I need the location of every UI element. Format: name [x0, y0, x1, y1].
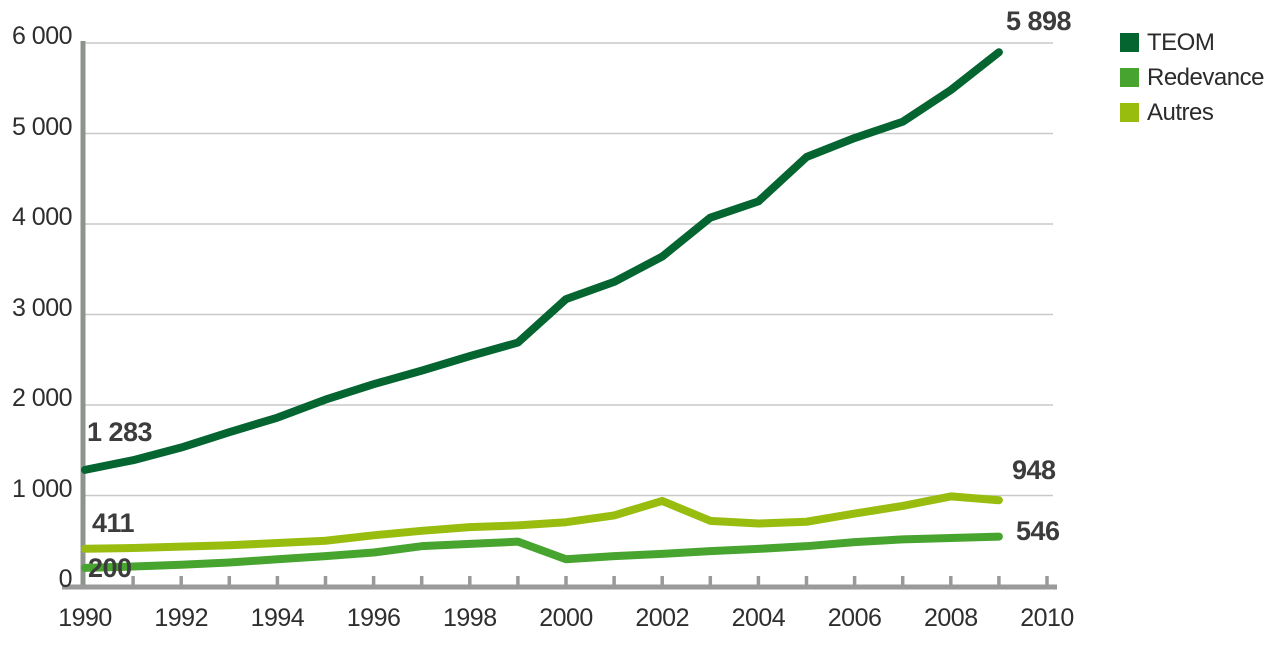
series-line-autres [81, 492, 1003, 553]
data-label-redevance-end: 546 [1016, 516, 1060, 546]
x-tick-label: 2000 [539, 604, 593, 632]
data-label-teom-end: 5 898 [1006, 6, 1072, 36]
legend-swatch-teom [1120, 33, 1139, 52]
x-tick-label: 1992 [154, 604, 208, 632]
y-tick-label: 5 000 [11, 112, 73, 141]
data-label-teom-start: 1 283 [87, 417, 153, 447]
legend: TEOM Redevance Autres [1120, 25, 1264, 130]
y-tick-label: 0 [58, 565, 73, 593]
legend-item-autres: Autres [1120, 95, 1264, 130]
x-axis-ticks [131, 576, 1049, 586]
y-tick-label: 3 000 [11, 293, 73, 322]
legend-label-teom: TEOM [1147, 29, 1215, 56]
x-tick-label: 1998 [442, 604, 497, 632]
legend-item-redevance: Redevance [1120, 60, 1264, 95]
x-tick-label: 1994 [250, 604, 305, 632]
x-tick-label: 1996 [346, 604, 401, 632]
legend-label-redevance: Redevance [1147, 64, 1264, 91]
legend-item-teom: TEOM [1120, 25, 1264, 60]
legend-swatch-redevance [1120, 68, 1139, 87]
y-tick-label: 1 000 [11, 474, 73, 503]
x-tick-label: 2006 [827, 604, 882, 632]
legend-label-autres: Autres [1147, 99, 1214, 126]
data-label-autres-end: 948 [1012, 455, 1056, 485]
x-tick-label: 2002 [635, 604, 689, 632]
series-line-teom [81, 48, 1003, 474]
gridlines [83, 42, 1053, 497]
y-tick-label: 4 000 [11, 203, 73, 231]
y-tick-label: 6 000 [11, 22, 73, 50]
x-tick-label: 2010 [1020, 604, 1074, 632]
series-line-redevance [81, 532, 1003, 572]
y-tick-label: 2 000 [11, 384, 73, 412]
x-tick-label: 2004 [731, 604, 786, 632]
legend-swatch-autres [1120, 103, 1139, 122]
x-tick-label: 2008 [923, 604, 978, 632]
data-label-redevance-start: 200 [88, 553, 132, 583]
x-tick-label: 1990 [58, 604, 112, 632]
data-label-autres-start: 411 [92, 508, 135, 538]
